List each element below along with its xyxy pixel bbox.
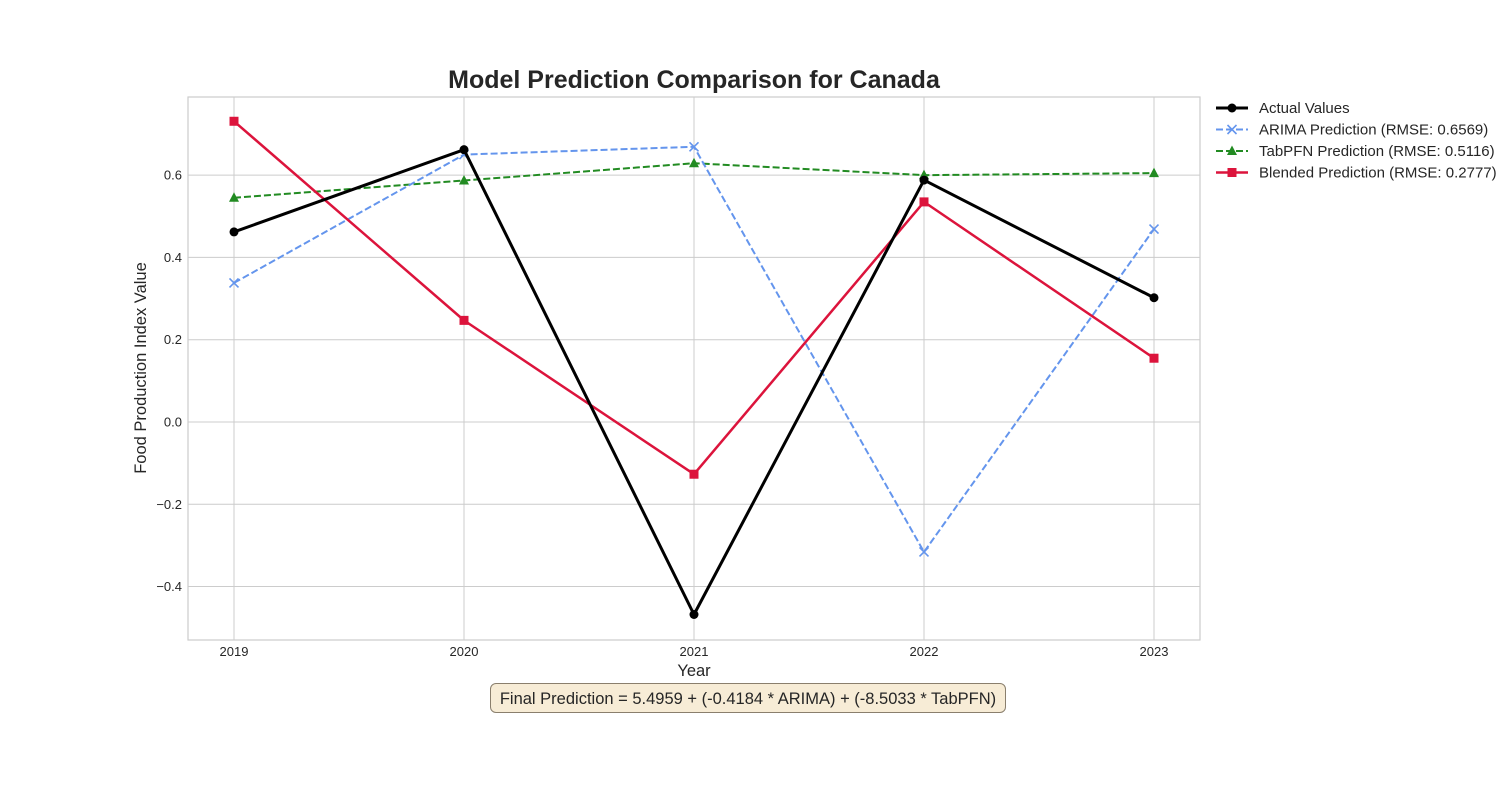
x-tick-label: 2023	[1140, 644, 1169, 659]
y-axis-label: Food Production Index Value	[132, 262, 150, 474]
data-point	[229, 116, 239, 126]
y-tick-label: −0.4	[156, 579, 182, 594]
legend-item: TabPFN Prediction (RMSE: 0.5116)	[1216, 143, 1495, 160]
data-point	[919, 197, 929, 207]
series-2	[229, 157, 1159, 202]
data-point	[689, 157, 699, 168]
data-point	[688, 141, 700, 152]
legend-marker	[1226, 124, 1238, 135]
series-0	[229, 145, 1159, 619]
x-tick-label: 2021	[680, 644, 709, 659]
final-prediction-formula: Final Prediction = 5.4959 + (-0.4184 * A…	[490, 683, 1006, 713]
data-point	[1149, 167, 1159, 178]
series-layer	[228, 116, 1160, 619]
y-tick-label: 0.2	[164, 332, 182, 347]
legend-label: Actual Values	[1259, 100, 1350, 117]
data-point	[918, 546, 930, 558]
data-point	[459, 145, 469, 155]
data-point	[229, 192, 239, 202]
data-point	[919, 175, 929, 185]
y-tick-label: 0.6	[164, 168, 182, 183]
x-tick-label: 2020	[450, 644, 479, 659]
x-axis-label: Year	[677, 662, 711, 680]
legend-marker	[1227, 103, 1237, 113]
x-tick-label: 2019	[220, 644, 249, 659]
legend-item: Blended Prediction (RMSE: 0.2777)	[1216, 165, 1497, 182]
y-tick-label: −0.2	[156, 497, 182, 512]
data-point	[1148, 223, 1160, 235]
series-1	[228, 141, 1160, 558]
legend-marker	[1227, 145, 1237, 155]
data-point	[689, 469, 699, 479]
data-point	[229, 227, 239, 237]
y-tick-label: 0.4	[164, 250, 182, 265]
legend-item: Actual Values	[1216, 100, 1350, 117]
legend-marker	[1227, 168, 1237, 177]
y-tick-labels: −0.4 −0.2 0.0 0.2 0.4 0.6	[156, 168, 182, 594]
grid-lines	[188, 97, 1200, 640]
legend: Actual Values ARIMA Prediction (RMSE: 0.6…	[1216, 100, 1497, 182]
data-point	[689, 609, 699, 619]
y-tick-label: 0.0	[164, 414, 182, 429]
legend-label: Blended Prediction (RMSE: 0.2777)	[1259, 165, 1497, 182]
data-point	[1149, 293, 1159, 303]
legend-label: ARIMA Prediction (RMSE: 0.6569)	[1259, 122, 1488, 139]
data-point	[1149, 353, 1159, 363]
x-tick-labels: 2019 2020 2021 2022 2023	[220, 644, 1169, 659]
data-point	[459, 315, 469, 325]
x-tick-label: 2022	[910, 644, 939, 659]
data-point	[228, 277, 240, 289]
legend-label: TabPFN Prediction (RMSE: 0.5116)	[1259, 143, 1495, 160]
chart-title: Model Prediction Comparison for Canada	[448, 66, 941, 94]
series-3	[229, 116, 1159, 479]
legend-item: ARIMA Prediction (RMSE: 0.6569)	[1216, 122, 1488, 139]
data-point	[459, 175, 469, 185]
